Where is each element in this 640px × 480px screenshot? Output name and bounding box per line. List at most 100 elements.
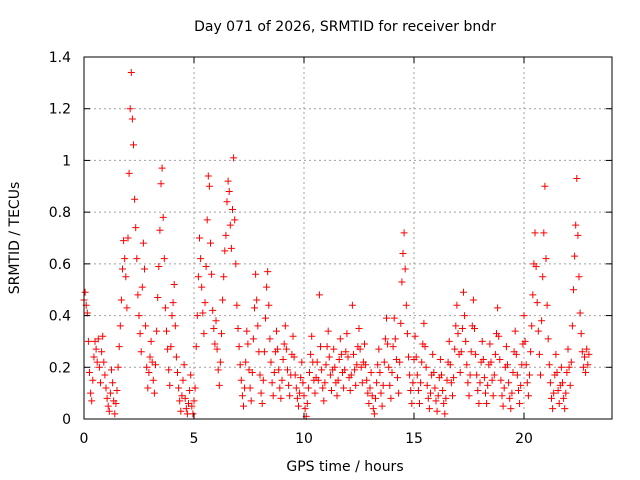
- data-point: [366, 384, 374, 392]
- data-point: [431, 384, 439, 392]
- data-point: [554, 387, 562, 395]
- data-point: [275, 366, 283, 374]
- data-point: [304, 384, 312, 392]
- data-point: [213, 345, 221, 353]
- data-point: [99, 332, 107, 340]
- data-point: [375, 345, 383, 353]
- data-point: [319, 384, 327, 392]
- data-point: [111, 410, 119, 418]
- data-point: [157, 180, 165, 188]
- data-point: [190, 397, 198, 405]
- data-point: [137, 348, 145, 356]
- data-point: [451, 345, 459, 353]
- data-point: [347, 371, 355, 379]
- data-point: [128, 115, 136, 123]
- data-point: [474, 387, 482, 395]
- data-point: [563, 368, 571, 376]
- data-point: [337, 350, 345, 358]
- x-tick-label: 5: [190, 431, 199, 447]
- data-point: [571, 252, 579, 260]
- data-point: [237, 376, 245, 384]
- data-point: [216, 358, 224, 366]
- data-point: [170, 281, 178, 289]
- data-point: [306, 368, 313, 376]
- data-point: [138, 283, 146, 291]
- data-point: [362, 361, 370, 369]
- data-point: [244, 340, 252, 348]
- data-point: [102, 384, 110, 392]
- data-point: [141, 265, 148, 273]
- data-point: [454, 330, 462, 338]
- data-point: [133, 255, 141, 263]
- data-point: [523, 379, 531, 387]
- data-point: [273, 327, 280, 335]
- data-point: [193, 312, 201, 320]
- data-point: [130, 141, 137, 149]
- data-point: [490, 371, 498, 379]
- data-point: [472, 350, 480, 358]
- data-point: [93, 358, 101, 366]
- data-point: [384, 340, 392, 348]
- data-point: [203, 216, 211, 224]
- data-point: [543, 301, 551, 309]
- data-point: [395, 389, 403, 397]
- data-point: [458, 325, 466, 332]
- data-point: [268, 379, 276, 387]
- data-point: [452, 322, 460, 330]
- data-point: [576, 309, 584, 317]
- data-point: [215, 381, 223, 389]
- data-point: [549, 405, 557, 413]
- data-point: [104, 402, 112, 410]
- data-point: [276, 384, 284, 392]
- data-point: [456, 368, 464, 376]
- data-point: [342, 348, 350, 356]
- data-point: [336, 335, 344, 343]
- data-point: [544, 335, 552, 343]
- data-point: [406, 371, 414, 379]
- data-point: [361, 340, 368, 348]
- data-point: [538, 317, 546, 325]
- x-tick-label: 15: [405, 431, 423, 447]
- data-point: [328, 387, 335, 395]
- data-point: [585, 350, 593, 358]
- data-point: [143, 363, 151, 371]
- data-point: [296, 389, 304, 397]
- data-point: [527, 348, 535, 356]
- data-point: [154, 293, 162, 301]
- data-point: [515, 387, 522, 395]
- data-point: [427, 389, 434, 397]
- data-point: [469, 296, 477, 304]
- data-point: [175, 384, 183, 392]
- y-tick-label: 0.8: [49, 205, 71, 221]
- data-point: [405, 353, 412, 361]
- data-point: [139, 239, 147, 247]
- data-point: [433, 407, 441, 415]
- data-point: [134, 291, 142, 299]
- data-point: [295, 402, 302, 410]
- data-point: [106, 389, 114, 397]
- data-point: [149, 376, 157, 384]
- data-point: [194, 273, 202, 281]
- data-point: [560, 394, 568, 402]
- data-point: [90, 353, 98, 361]
- data-point: [112, 399, 120, 407]
- data-point: [572, 221, 580, 229]
- data-point: [407, 387, 415, 395]
- data-point: [537, 371, 544, 379]
- data-point: [436, 356, 444, 364]
- data-point: [376, 368, 384, 376]
- data-point: [441, 410, 449, 418]
- data-point: [208, 270, 216, 278]
- data-point: [114, 363, 122, 371]
- x-tick-label: 20: [515, 431, 533, 447]
- data-point: [299, 379, 307, 387]
- data-point: [508, 389, 516, 397]
- data-point: [282, 345, 290, 353]
- data-point: [284, 366, 291, 374]
- data-point: [425, 405, 433, 413]
- data-point: [562, 389, 570, 397]
- data-point: [341, 366, 349, 374]
- data-point: [204, 172, 212, 180]
- data-point: [446, 361, 454, 369]
- data-point: [122, 273, 130, 281]
